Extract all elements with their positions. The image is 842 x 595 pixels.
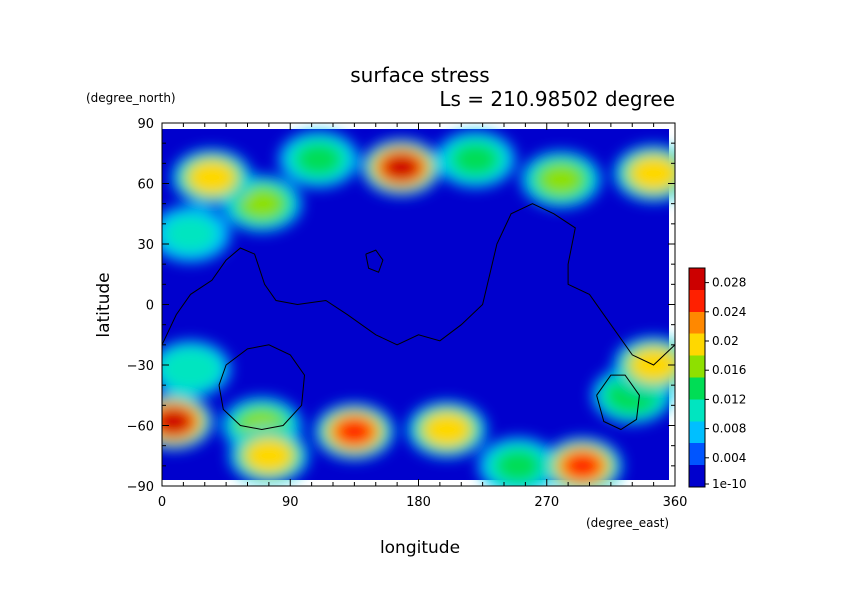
stress-hotspot — [192, 163, 232, 192]
stress-hotspot — [383, 154, 420, 181]
stress-hotspot — [452, 143, 499, 176]
stress-hotspot — [167, 352, 214, 386]
x-axis-unit: (degree_east) — [586, 516, 669, 530]
chart-title: surface stress — [350, 63, 489, 87]
x-tick-label: 360 — [663, 495, 688, 510]
colorbar-tick-label: 0.02 — [712, 334, 739, 348]
y-tick-label: −90 — [127, 480, 154, 495]
chart-subtitle: Ls = 210.98502 degree — [439, 87, 675, 111]
y-tick-label: −30 — [127, 359, 154, 374]
colorbar-tick-label: 0.004 — [712, 451, 746, 465]
x-axis-label: longitude — [380, 538, 460, 558]
colorbar-tick-label: 0.024 — [712, 305, 746, 319]
stress-hotspot — [163, 214, 218, 254]
stress-hotspot — [241, 189, 283, 219]
y-axis-ticks: −90 −60 −30 0 30 60 90 — [127, 117, 675, 495]
colorbar-tick-label: 0.016 — [712, 363, 746, 377]
x-tick-label: 180 — [406, 495, 431, 510]
y-tick-label: 60 — [137, 178, 154, 193]
colorbar-tick-label: 0.008 — [712, 422, 746, 436]
x-tick-label: 90 — [282, 495, 299, 510]
colorbar: 1e-10 0.004 0.008 0.012 0.016 0.02 0.024 0.028 — [688, 267, 747, 491]
colorbar-tick-label: 1e-10 — [712, 477, 747, 491]
contour-east-southern-crater — [596, 374, 640, 431]
stress-hotspot — [563, 452, 601, 479]
stress-hotspot — [634, 159, 674, 188]
plot-area — [162, 123, 675, 486]
hotspot-layer — [162, 131, 675, 486]
colorbar-tick-label: 0.028 — [712, 276, 746, 290]
y-axis-unit: (degree_north) — [86, 91, 176, 105]
stress-hotspot — [495, 449, 542, 482]
y-tick-label: 0 — [146, 299, 154, 314]
stress-hotspot — [335, 418, 373, 445]
topography-contours — [162, 203, 675, 431]
x-axis-ticks: 0 90 180 270 360 — [158, 123, 688, 510]
stress-field — [162, 129, 675, 486]
contour-equatorial-outline — [162, 203, 675, 366]
colorbar-ticks: 1e-10 0.004 0.008 0.012 0.016 0.02 0.024 0.028 — [705, 276, 747, 491]
y-tick-label: 30 — [137, 238, 154, 253]
contour-west-southern-crater — [218, 344, 306, 431]
colorbar-tick-label: 0.012 — [712, 392, 746, 406]
stress-hotspot — [162, 408, 192, 435]
x-tick-label: 270 — [534, 495, 559, 510]
y-axis-label: latitude — [94, 272, 114, 337]
stress-hotspot — [427, 415, 467, 444]
y-tick-label: 90 — [137, 117, 154, 132]
contour-small-loop-north — [365, 249, 384, 273]
x-tick-label: 0 — [158, 495, 166, 510]
stress-hotspot — [249, 442, 289, 470]
stress-hotspot — [540, 164, 582, 195]
stress-hotspot — [295, 143, 342, 176]
y-tick-label: −60 — [127, 420, 154, 435]
colorbar-bar — [688, 267, 706, 488]
